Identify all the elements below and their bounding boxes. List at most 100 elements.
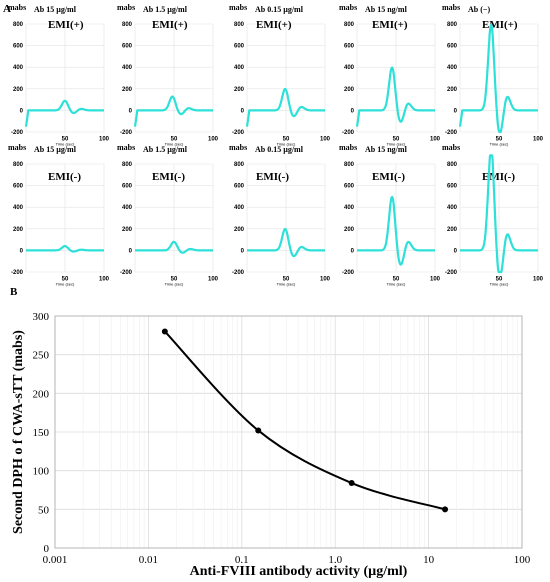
y-tick-label: 400 [234, 205, 245, 211]
data-point [348, 480, 355, 487]
y-tick-label: 0 [20, 248, 24, 254]
y-tick-label: 200 [447, 87, 458, 93]
waveform-panel: mabs Ab 0.15 µg/ml 800 600 400 200 0 -200 50 100 T… [229, 3, 331, 146]
condition-label: EMI(+) [482, 19, 518, 31]
y-tick-label: 400 [344, 65, 355, 71]
panel-b-letter: B [10, 286, 18, 298]
y-tick-label: 0 [454, 248, 458, 254]
y-tick-label: 0 [454, 108, 458, 114]
x-tick-label: 100 [208, 276, 219, 282]
y-tick-label: 800 [447, 22, 458, 28]
x-axis-label: Time (sec) [387, 281, 406, 286]
condition-label: EMI(+) [256, 19, 292, 31]
y-tick-label: 800 [122, 22, 133, 28]
y-tick-label: 600 [122, 184, 133, 190]
data-point [442, 506, 449, 513]
y-tick-label: 200 [344, 227, 355, 233]
y-tick-label: 0 [351, 108, 355, 114]
x-tick-label: 100 [320, 276, 331, 282]
y-tick-label: -200 [120, 130, 133, 136]
panel-title: Ab 15 ng/ml [365, 145, 408, 154]
x-tick-label: 100 [99, 276, 110, 282]
waveform-line [134, 240, 214, 254]
x-tick-label: 50 [62, 276, 69, 282]
y-tick-label: 400 [13, 65, 24, 71]
y-tick-label: 0 [129, 108, 133, 114]
y-tick-label: 400 [122, 205, 133, 211]
y-tick-label: 800 [344, 22, 355, 28]
y-tick-label: 200 [122, 87, 133, 93]
x-tick-label: 50 [62, 136, 69, 142]
y-tick-label: -200 [232, 270, 245, 276]
x-tick-label: 100 [533, 276, 544, 282]
x-axis-label: Time (sec) [277, 281, 296, 286]
units-label: mabs [339, 143, 357, 152]
y-tick-label: 200 [13, 87, 24, 93]
y-tick-label: 200 [33, 388, 50, 400]
waveform-panel: mabs Ab 15 ng/ml 800 600 400 200 0 -200 50 100 Tim… [339, 3, 441, 146]
y-tick-label: -200 [445, 270, 458, 276]
x-axis-label: Time (sec) [490, 141, 509, 146]
panel-b-chart: 0 50 100 150 200 250 300 0.001 0.01 0.1 1.0 10 100 An… [11, 311, 531, 579]
y-tick-label: 600 [13, 44, 24, 50]
units-label: mabs [8, 143, 26, 152]
x-tick-label: 50 [283, 136, 290, 142]
waveform-panel: mabs 800 600 400 200 0 -200 50 100 Time (sec) EMI(… [442, 143, 544, 286]
y-tick-label: 600 [344, 44, 355, 50]
y-tick-label: 800 [344, 162, 355, 168]
waveform-line [25, 245, 105, 253]
x-tick-label: 1.0 [328, 554, 342, 566]
y-tick-label: 0 [241, 248, 245, 254]
x-tick-label: 50 [283, 276, 290, 282]
waveform-line [245, 87, 326, 127]
condition-label: EMI(-) [372, 171, 405, 183]
waveform-line [356, 195, 436, 266]
y-tick-label: 800 [234, 22, 245, 28]
x-axis-label: Time (sec) [56, 141, 75, 146]
y-tick-label: 800 [122, 162, 133, 168]
panel-title: Ab 15 µg/ml [34, 145, 77, 154]
y-tick-label: 200 [234, 227, 245, 233]
y-tick-label: 600 [234, 44, 245, 50]
series-line [164, 330, 446, 511]
y-tick-label: 0 [241, 108, 245, 114]
waveform-line [459, 154, 539, 274]
y-tick-label: 400 [122, 65, 133, 71]
x-tick-label: 0.001 [43, 554, 68, 566]
x-tick-label: 50 [171, 136, 178, 142]
x-tick-label: 50 [393, 276, 400, 282]
x-axis-label: Time (sec) [56, 281, 75, 286]
condition-label: EMI(+) [372, 19, 408, 31]
waveform-panel: mabs Ab 15 ng/ml 800 600 400 200 0 -200 50 100 Tim… [339, 143, 441, 286]
y-tick-label: -200 [120, 270, 133, 276]
y-tick-label: -200 [342, 270, 355, 276]
y-tick-label: 600 [344, 184, 355, 190]
units-label: mabs [442, 143, 460, 152]
condition-label: EMI(+) [48, 19, 84, 31]
x-tick-label: 100 [99, 136, 110, 142]
x-tick-label: 50 [496, 136, 503, 142]
x-tick-label: 50 [496, 276, 503, 282]
y-tick-label: 100 [33, 466, 50, 478]
panel-title: Ab 0.15 µg/ml [255, 145, 304, 154]
y-tick-label: 200 [344, 87, 355, 93]
waveform-line [133, 95, 214, 127]
y-axis-label: Second DPH o f CWA-sTT (mabs) [11, 330, 26, 534]
condition-label: EMI(-) [256, 171, 289, 183]
y-tick-label: 0 [20, 108, 24, 114]
y-tick-label: 400 [344, 205, 355, 211]
data-point [161, 328, 168, 335]
units-label: mabs [442, 3, 460, 12]
y-tick-label: 0 [129, 248, 133, 254]
units-label: mabs [229, 3, 247, 12]
y-tick-label: 600 [447, 44, 458, 50]
y-tick-label: 600 [122, 44, 133, 50]
waveform-line [24, 99, 105, 127]
waveform-panel: mabs Ab 15 µg/ml 800 600 400 200 0 -200 50 100 Tim… [8, 3, 110, 146]
y-tick-label: 200 [234, 87, 245, 93]
y-tick-label: -200 [342, 130, 355, 136]
y-tick-label: 50 [38, 504, 50, 516]
x-tick-label: 0.1 [235, 554, 249, 566]
data-point [255, 427, 262, 434]
y-tick-label: 800 [234, 162, 245, 168]
